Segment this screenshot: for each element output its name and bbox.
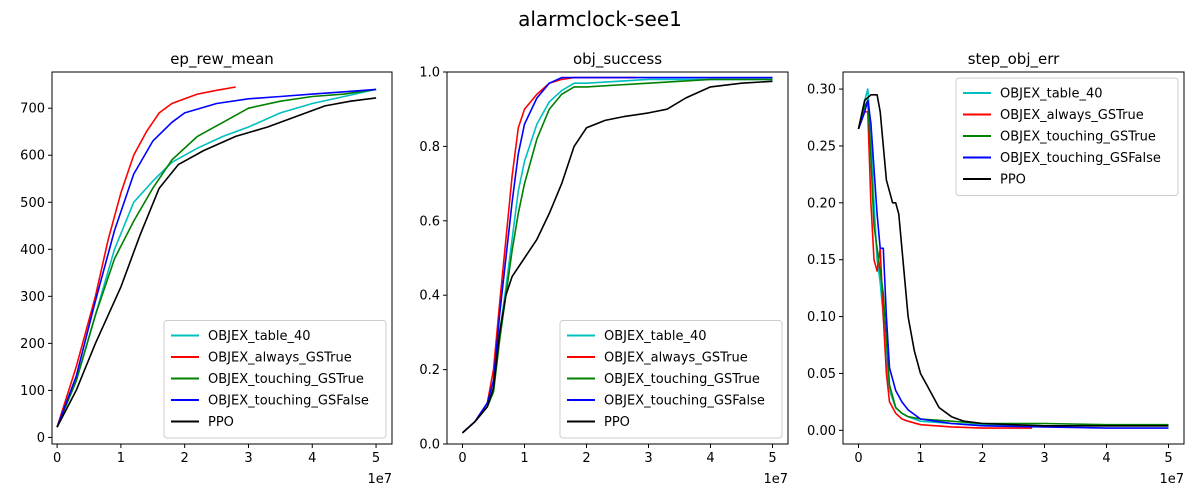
x-tick-label: 1 xyxy=(520,451,528,466)
y-tick-label: 0.25 xyxy=(807,139,836,154)
legend-label-objex-touching-gstrue: OBJEX_touching_GSTrue xyxy=(604,372,760,387)
x-offset-label: 1e7 xyxy=(1159,472,1184,487)
legend-label-objex-table-40: OBJEX_table_40 xyxy=(1000,87,1103,102)
y-tick-label: 0.0 xyxy=(419,438,440,453)
x-tick-label: 3 xyxy=(244,451,252,466)
y-tick-label: 0.05 xyxy=(807,367,836,382)
y-tick-label: 700 xyxy=(20,102,45,117)
legend-label-objex-touching-gsfalse: OBJEX_touching_GSFalse xyxy=(604,394,765,409)
axes-frame xyxy=(446,71,789,445)
y-tick-label: 1.0 xyxy=(419,66,440,81)
y-tick-label: 0.2 xyxy=(419,363,440,378)
axes-frame xyxy=(51,71,393,445)
legend-label-objex-always-gstrue: OBJEX_always_GSTrue xyxy=(208,351,352,366)
legend-label-ppo: PPO xyxy=(208,415,234,430)
y-tick-label: 0.00 xyxy=(807,424,836,439)
y-tick-label: 400 xyxy=(20,243,45,258)
legend-label-objex-always-gstrue: OBJEX_always_GSTrue xyxy=(1000,108,1144,123)
x-tick-label: 0 xyxy=(854,451,862,466)
y-tick-label: 0.6 xyxy=(419,214,440,229)
x-tick-label: 4 xyxy=(1102,451,1110,466)
series-group xyxy=(56,86,377,428)
x-tick-label: 5 xyxy=(1164,451,1172,466)
x-offset-label: 1e7 xyxy=(763,472,788,487)
panel-obj-success: 0 1 2 3 4 5 1e7 0.0 0.2 0.4 0.6 0.8 1.0 obj_success OB… xyxy=(419,50,789,487)
x-tick-label: 2 xyxy=(978,451,986,466)
x-tick-label: 5 xyxy=(768,451,776,466)
legend: OBJEX_table_40 OBJEX_always_GSTrue OBJEX_t… xyxy=(559,320,783,439)
series-line-objex-touching-gsfalse xyxy=(56,88,377,428)
x-tick-label: 0 xyxy=(53,451,61,466)
panel-title: obj_success xyxy=(573,50,662,69)
y-tick-label: 0 xyxy=(37,431,45,446)
legend-label-ppo: PPO xyxy=(1000,173,1026,188)
legend-label-objex-always-gstrue: OBJEX_always_GSTrue xyxy=(604,351,748,366)
series-line-objex-touching-gsfalse xyxy=(857,99,1169,429)
x-tick-label: 2 xyxy=(181,451,189,466)
legend-box xyxy=(559,320,783,439)
series-group xyxy=(857,88,1169,429)
legend-label-objex-touching-gsfalse: OBJEX_touching_GSFalse xyxy=(208,394,369,409)
panel-ep-rew-mean: 0 1 2 3 4 5 1e7 0 100 200 300 400 500 600 700 ep_rew_me… xyxy=(20,50,393,487)
x-tick-label: 3 xyxy=(1040,451,1048,466)
x-tick-label: 1 xyxy=(916,451,924,466)
x-tick-label: 4 xyxy=(706,451,714,466)
legend-label-objex-table-40: OBJEX_table_40 xyxy=(604,329,707,344)
panel-title: ep_rew_mean xyxy=(170,50,274,69)
x-tick-label: 4 xyxy=(308,451,316,466)
series-line-ppo xyxy=(461,80,773,434)
x-tick-label: 2 xyxy=(582,451,590,466)
series-line-ppo xyxy=(857,94,1169,427)
y-tick-label: 200 xyxy=(20,337,45,352)
panel-title: step_obj_err xyxy=(968,50,1060,69)
figure-title: alarmclock-see1 xyxy=(518,7,682,31)
legend-label-ppo: PPO xyxy=(604,415,630,430)
x-tick-label: 5 xyxy=(372,451,380,466)
legend: OBJEX_table_40 OBJEX_always_GSTrue OBJEX_t… xyxy=(163,320,387,439)
x-tick-label: 1 xyxy=(117,451,125,466)
legend-label-objex-touching-gsfalse: OBJEX_touching_GSFalse xyxy=(1000,151,1161,166)
x-tick-label: 0 xyxy=(458,451,466,466)
y-tick-label: 0.10 xyxy=(807,310,836,325)
y-tick-label: 0.15 xyxy=(807,253,836,268)
y-tick-label: 0.8 xyxy=(419,140,440,155)
series-line-objex-touching-gstrue xyxy=(56,88,377,428)
legend-label-objex-touching-gstrue: OBJEX_touching_GSTrue xyxy=(1000,130,1156,145)
x-offset-label: 1e7 xyxy=(367,472,392,487)
series-line-objex-always-gstrue xyxy=(857,111,1033,429)
panel-step-obj-err: 0 1 2 3 4 5 1e7 0.00 0.05 0.10 0.15 0.20 0.25 0.30 ste… xyxy=(807,50,1185,487)
series-group xyxy=(461,76,773,434)
legend-label-objex-table-40: OBJEX_table_40 xyxy=(208,329,311,344)
series-line-ppo xyxy=(56,97,377,428)
y-tick-label: 300 xyxy=(20,290,45,305)
legend-box xyxy=(955,77,1179,196)
series-line-objex-always-gstrue xyxy=(56,86,236,428)
legend: OBJEX_table_40 OBJEX_always_GSTrue OBJEX_t… xyxy=(955,77,1179,196)
y-tick-label: 100 xyxy=(20,384,45,399)
y-tick-label: 0.4 xyxy=(419,289,440,304)
series-line-objex-touching-gsfalse xyxy=(461,76,773,434)
y-tick-label: 600 xyxy=(20,149,45,164)
y-tick-label: 0.30 xyxy=(807,83,836,98)
x-tick-label: 3 xyxy=(644,451,652,466)
y-tick-label: 0.20 xyxy=(807,196,836,211)
y-tick-label: 500 xyxy=(20,196,45,211)
legend-label-objex-touching-gstrue: OBJEX_touching_GSTrue xyxy=(208,372,364,387)
axes-frame xyxy=(842,71,1185,445)
legend-box xyxy=(163,320,387,439)
